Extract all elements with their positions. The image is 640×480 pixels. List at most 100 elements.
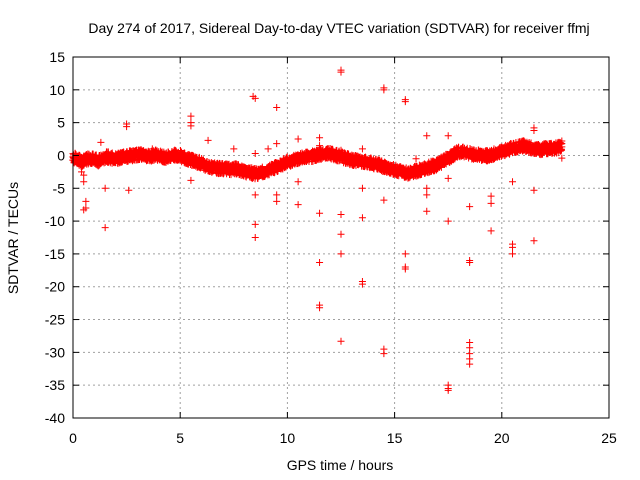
data-point: [487, 192, 495, 200]
data-point: [423, 207, 431, 215]
data-point: [294, 178, 302, 186]
data-point: [273, 197, 281, 205]
y-tick-label: -5: [53, 180, 66, 196]
data-point: [358, 214, 366, 222]
y-tick-label: -20: [45, 279, 65, 295]
data-point: [487, 227, 495, 235]
y-tick-label: -10: [45, 213, 65, 229]
data-point: [337, 250, 345, 258]
data-point: [264, 145, 272, 153]
data-point: [251, 220, 259, 228]
data-point: [79, 162, 87, 170]
data-point: [101, 184, 109, 192]
y-tick-label: 10: [49, 82, 65, 98]
data-point: [530, 127, 538, 135]
data-point: [251, 94, 259, 102]
x-tick-label: 5: [176, 430, 184, 446]
data-point: [380, 350, 388, 358]
data-point: [148, 145, 156, 153]
data-point: [251, 234, 259, 241]
x-tick-label: 0: [69, 430, 77, 446]
x-tick-label: 25: [601, 430, 617, 446]
data-point: [251, 191, 259, 199]
y-tick-labels: 15 10 5 0 -5 -10 -15 -20 -25 -30 -35 -40: [45, 49, 65, 426]
data-point: [80, 206, 88, 214]
data-point: [401, 265, 409, 273]
data-point: [401, 98, 409, 106]
data-point: [204, 136, 212, 144]
data-point: [530, 186, 538, 194]
data-point: [466, 344, 474, 352]
data-point: [80, 178, 88, 186]
data-point: [423, 184, 431, 192]
data-point: [466, 360, 474, 368]
data-point: [337, 230, 345, 238]
data-point: [466, 258, 474, 266]
data-point: [251, 149, 259, 157]
data-point: [101, 224, 109, 232]
data-point: [316, 142, 324, 150]
data-point: [294, 135, 302, 143]
data-point: [509, 243, 517, 251]
data-point: [358, 145, 366, 153]
data-point: [316, 134, 324, 142]
data-point: [558, 154, 566, 162]
data-point: [316, 258, 324, 266]
chart-title: Day 274 of 2017, Sidereal Day-to-day VTE…: [88, 20, 589, 36]
data-point: [82, 197, 90, 205]
data-point: [444, 132, 452, 140]
data-point: [294, 201, 302, 209]
data-point: [97, 138, 105, 146]
data-point: [273, 104, 281, 112]
data-point: [187, 112, 195, 120]
y-tick-label: -40: [45, 410, 65, 426]
y-tick-label: -15: [45, 246, 65, 262]
plot-frame: [72, 56, 610, 419]
axis-ticks: [72, 56, 610, 419]
data-point: [337, 146, 345, 154]
data-point: [358, 184, 366, 192]
data-point: [380, 196, 388, 204]
data-point: [487, 199, 495, 207]
data-point: [187, 122, 195, 130]
data-point: [273, 140, 281, 148]
data-point: [412, 155, 420, 163]
data-point: [316, 209, 324, 217]
data-point: [125, 186, 133, 194]
y-axis-label: SDTVAR / TECUs: [5, 182, 21, 294]
data-point: [530, 237, 538, 245]
data-point: [380, 86, 388, 94]
data-point: [466, 203, 474, 211]
y-tick-label: -35: [45, 377, 65, 393]
x-tick-label: 20: [494, 430, 510, 446]
data-point: [123, 123, 131, 131]
data-point: [337, 211, 345, 219]
data-point: [509, 178, 517, 186]
x-axis-label: GPS time / hours: [287, 457, 394, 473]
data-point: [444, 174, 452, 182]
data-point: [230, 145, 238, 153]
x-tick-labels: 0 5 10 15 20 25: [69, 430, 617, 446]
data-point: [444, 386, 452, 394]
x-tick-label: 10: [280, 430, 296, 446]
data-point: [187, 176, 195, 184]
data-point: [558, 140, 566, 148]
x-tick-label: 15: [387, 430, 403, 446]
data-point: [358, 280, 366, 288]
data-point: [401, 250, 409, 258]
y-tick-label: 5: [57, 115, 65, 131]
data-point: [337, 68, 345, 76]
data-point: [444, 217, 452, 225]
data-point: [273, 191, 281, 199]
data-point: [423, 132, 431, 140]
y-tick-label: -25: [45, 312, 65, 328]
data-point: [316, 304, 324, 312]
y-tick-label: 0: [57, 147, 65, 163]
data-point: [509, 250, 517, 258]
data-points: [69, 66, 566, 394]
data-point: [80, 171, 88, 179]
grid-lines: [73, 57, 609, 418]
data-point: [423, 191, 431, 199]
data-point: [337, 337, 345, 345]
